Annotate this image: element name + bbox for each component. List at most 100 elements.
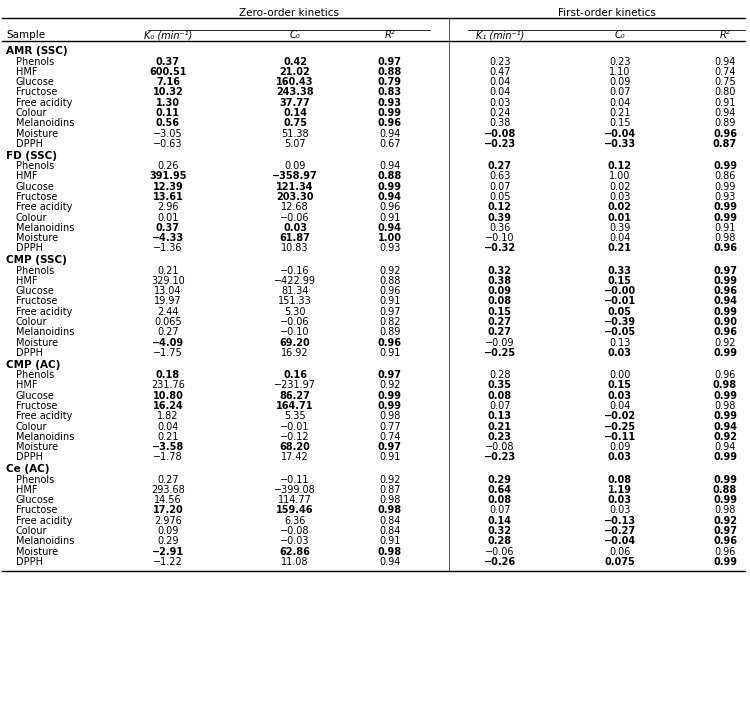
Text: C₀: C₀ — [290, 31, 300, 41]
Text: Moisture: Moisture — [16, 546, 58, 556]
Text: 1.19: 1.19 — [608, 485, 632, 495]
Text: Fructose: Fructose — [16, 296, 57, 306]
Text: 0.84: 0.84 — [380, 516, 400, 526]
Text: −4.33: −4.33 — [152, 233, 184, 243]
Text: 0.91: 0.91 — [714, 98, 736, 107]
Text: −0.16: −0.16 — [280, 266, 310, 276]
Text: 19.97: 19.97 — [154, 296, 182, 306]
Text: 0.74: 0.74 — [714, 67, 736, 77]
Text: Phenols: Phenols — [16, 57, 54, 67]
Text: 293.68: 293.68 — [151, 485, 184, 495]
Text: 10.80: 10.80 — [152, 391, 184, 401]
Text: 0.82: 0.82 — [380, 317, 400, 327]
Text: 0.99: 0.99 — [713, 495, 737, 505]
Text: Colour: Colour — [16, 317, 47, 327]
Text: 0.79: 0.79 — [378, 77, 402, 87]
Text: 0.96: 0.96 — [713, 286, 737, 296]
Text: 0.92: 0.92 — [380, 266, 400, 276]
Text: 0.97: 0.97 — [713, 526, 737, 536]
Text: 0.03: 0.03 — [608, 453, 632, 463]
Text: −0.06: −0.06 — [280, 317, 310, 327]
Text: 0.97: 0.97 — [378, 370, 402, 380]
Text: −0.11: −0.11 — [604, 432, 636, 442]
Text: −0.08: −0.08 — [485, 442, 514, 453]
Text: HMF: HMF — [16, 485, 38, 495]
Text: 0.92: 0.92 — [380, 475, 400, 485]
Text: Colour: Colour — [16, 422, 47, 432]
Text: 160.43: 160.43 — [276, 77, 314, 87]
Text: 159.46: 159.46 — [276, 505, 314, 516]
Text: 1.82: 1.82 — [158, 411, 178, 421]
Text: Melanoidins: Melanoidins — [16, 118, 74, 128]
Text: 0.90: 0.90 — [713, 317, 737, 327]
Text: 0.88: 0.88 — [378, 67, 402, 77]
Text: 61.87: 61.87 — [280, 233, 310, 243]
Text: 0.14: 0.14 — [488, 516, 512, 526]
Text: 14.56: 14.56 — [154, 495, 182, 505]
Text: −1.75: −1.75 — [153, 348, 183, 358]
Text: 51.38: 51.38 — [281, 129, 309, 139]
Text: 0.88: 0.88 — [378, 171, 402, 181]
Text: 0.05: 0.05 — [489, 192, 511, 202]
Text: 0.96: 0.96 — [380, 286, 400, 296]
Text: Ce (AC): Ce (AC) — [6, 464, 50, 474]
Text: Colour: Colour — [16, 526, 47, 536]
Text: 0.04: 0.04 — [609, 233, 631, 243]
Text: 164.71: 164.71 — [276, 401, 314, 411]
Text: −2.91: −2.91 — [152, 546, 184, 556]
Text: 243.38: 243.38 — [276, 87, 314, 97]
Text: Zero-order kinetics: Zero-order kinetics — [239, 7, 339, 17]
Text: 0.96: 0.96 — [713, 129, 737, 139]
Text: 0.94: 0.94 — [714, 108, 736, 118]
Text: 0.03: 0.03 — [489, 98, 511, 107]
Text: 151.33: 151.33 — [278, 296, 312, 306]
Text: R²: R² — [385, 31, 395, 41]
Text: −0.01: −0.01 — [280, 422, 310, 432]
Text: Moisture: Moisture — [16, 233, 58, 243]
Text: 0.94: 0.94 — [713, 296, 737, 306]
Text: −0.25: −0.25 — [604, 422, 636, 432]
Text: 0.98: 0.98 — [378, 546, 402, 556]
Text: 0.96: 0.96 — [713, 536, 737, 546]
Text: 0.96: 0.96 — [378, 118, 402, 128]
Text: 0.99: 0.99 — [713, 161, 737, 171]
Text: 0.97: 0.97 — [378, 57, 402, 67]
Text: Fructose: Fructose — [16, 505, 57, 516]
Text: 0.27: 0.27 — [158, 475, 178, 485]
Text: 0.99: 0.99 — [713, 306, 737, 316]
Text: Glucose: Glucose — [16, 391, 55, 401]
Text: 10.32: 10.32 — [153, 87, 183, 97]
Text: 0.13: 0.13 — [488, 411, 512, 421]
Text: 0.38: 0.38 — [489, 118, 511, 128]
Text: 0.56: 0.56 — [156, 118, 180, 128]
Text: 0.92: 0.92 — [713, 432, 737, 442]
Text: 0.23: 0.23 — [489, 57, 511, 67]
Text: −0.33: −0.33 — [604, 139, 636, 149]
Text: 0.99: 0.99 — [378, 182, 402, 192]
Text: 0.80: 0.80 — [714, 87, 736, 97]
Text: 0.77: 0.77 — [380, 422, 400, 432]
Text: Free acidity: Free acidity — [16, 202, 72, 212]
Text: 0.02: 0.02 — [609, 182, 631, 192]
Text: 0.42: 0.42 — [283, 57, 307, 67]
Text: 1.30: 1.30 — [156, 98, 180, 107]
Text: 0.28: 0.28 — [489, 370, 511, 380]
Text: −0.08: −0.08 — [484, 129, 516, 139]
Text: −0.27: −0.27 — [604, 526, 636, 536]
Text: 0.13: 0.13 — [609, 338, 631, 348]
Text: 13.04: 13.04 — [154, 286, 182, 296]
Text: 0.00: 0.00 — [609, 370, 631, 380]
Text: 0.63: 0.63 — [489, 171, 511, 181]
Text: 0.99: 0.99 — [713, 411, 737, 421]
Text: 0.64: 0.64 — [488, 485, 512, 495]
Text: 0.21: 0.21 — [158, 266, 178, 276]
Text: −0.63: −0.63 — [153, 139, 183, 149]
Text: Moisture: Moisture — [16, 442, 58, 453]
Text: Free acidity: Free acidity — [16, 306, 72, 316]
Text: DPPH: DPPH — [16, 557, 43, 567]
Text: Free acidity: Free acidity — [16, 98, 72, 107]
Text: DPPH: DPPH — [16, 348, 43, 358]
Text: 0.93: 0.93 — [378, 98, 402, 107]
Text: Fructose: Fructose — [16, 192, 57, 202]
Text: CMP (AC): CMP (AC) — [6, 359, 60, 369]
